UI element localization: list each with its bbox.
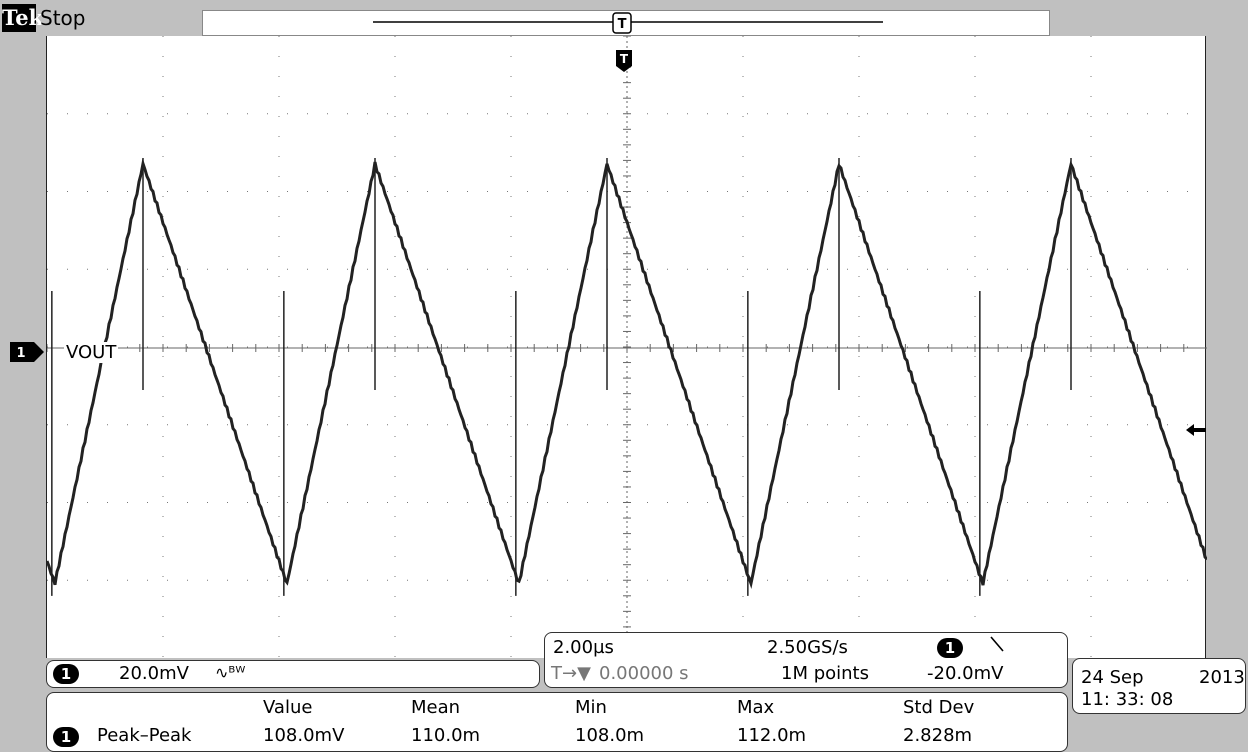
trigger-position-marker-icon: T [612, 12, 632, 34]
trigger-level: -20.0mV [927, 663, 1004, 684]
waveform-graticule[interactable] [46, 36, 1207, 658]
bandwidth-limit-icon: ∿ᴮᵂ [215, 663, 246, 682]
trigger-level-arrow-icon [1186, 424, 1206, 436]
measurement-table[interactable]: Value Mean Min Max Std Dev 1 Peak–Peak 1… [46, 692, 1068, 752]
record-length: 1M points [781, 663, 869, 684]
trigger-point-icon: T [616, 50, 632, 72]
svg-text:T: T [618, 17, 627, 32]
measurement-min: 108.0m [575, 725, 645, 746]
trigger-delay: 0.00000 s [599, 663, 689, 684]
measurement-value: 108.0mV [263, 725, 345, 746]
trigger-delay-prefix: T→▼ [551, 663, 591, 684]
waveform-trace [47, 157, 1207, 589]
measurement-std-dev: 2.828m [903, 725, 973, 746]
trigger-source-badge: 1 [937, 638, 963, 658]
measurement-channel-badge: 1 [53, 727, 79, 747]
header-min: Min [575, 697, 607, 718]
measurement-max: 112.0m [737, 725, 807, 746]
sample-rate: 2.50GS/s [767, 637, 848, 658]
graticule-canvas [47, 36, 1207, 658]
svg-text:T: T [620, 52, 629, 66]
datetime-box: 24 Sep 2013 11: 33: 08 [1072, 658, 1246, 714]
vertical-settings-box[interactable]: 1 20.0mV ∿ᴮᵂ [46, 660, 540, 688]
acquisition-status: Stop [40, 6, 86, 30]
channel-label: VOUT [64, 342, 119, 363]
date: 24 Sep [1081, 667, 1144, 688]
channel1-ground-marker-icon[interactable]: 1 [10, 342, 44, 362]
header-max: Max [737, 697, 775, 718]
falling-edge-icon [989, 635, 1005, 658]
header-mean: Mean [411, 697, 461, 718]
brand-logo: Tek [2, 4, 44, 32]
channel-badge: 1 [53, 664, 79, 684]
measurement-mean: 110.0m [411, 725, 481, 746]
time-per-division: 2.00µs [553, 637, 614, 658]
header-std-dev: Std Dev [903, 697, 975, 718]
header-value: Value [263, 697, 313, 718]
horizontal-settings-box[interactable]: 2.00µs 2.50GS/s 1 T→▼ 0.00000 s 1M point… [544, 632, 1068, 688]
record-view-bar[interactable]: T [202, 10, 1050, 36]
time: 11: 33: 08 [1081, 689, 1174, 710]
svg-text:1: 1 [16, 346, 25, 361]
measurement-name: Peak–Peak [97, 725, 192, 746]
right-frame [1206, 36, 1248, 658]
record-window-indicator: T [373, 12, 883, 34]
year: 2013 [1199, 667, 1245, 688]
vertical-scale: 20.0mV [119, 663, 189, 684]
